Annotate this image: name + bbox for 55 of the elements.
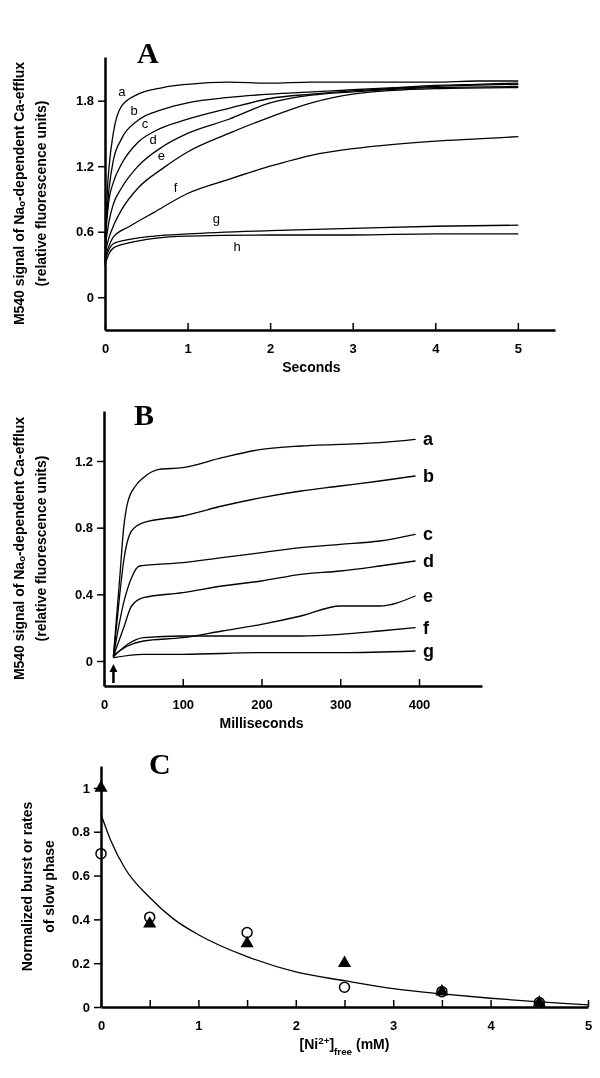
y-axis-title: M540 signal of Naₒ-dependent Ca-efflux (relative fluorescence units): [10, 61, 49, 326]
series-label: f: [423, 617, 431, 638]
series-label: a: [118, 84, 127, 100]
chart-title: C: [149, 747, 171, 780]
y-tick-label: 1.2: [75, 158, 94, 174]
x-axis-title: [Ni$^{2+}$]$_{free}$ (mM): [299, 1034, 390, 1057]
x-tick-label: 4: [487, 1018, 496, 1034]
x-tick-label: 1: [184, 341, 192, 357]
y-tick-label: 0: [82, 999, 90, 1015]
y-tick-label: 0.6: [75, 224, 94, 240]
y-tick-label: 0.4: [71, 912, 91, 928]
series-label: d: [149, 131, 157, 147]
y-axis-title: Normalized burst or rates of slow phase: [18, 801, 57, 972]
series-label: g: [212, 210, 221, 226]
x-axis-title: Seconds: [282, 359, 341, 375]
x-tick-label: 400: [408, 697, 431, 713]
x-tick-label: 0: [97, 1018, 106, 1034]
series-label: c: [423, 524, 434, 545]
y-tick-label: 1: [82, 780, 90, 796]
series-label: g: [423, 641, 435, 661]
x-tick-label: 2: [292, 1018, 300, 1034]
y-tick-label: 0: [85, 653, 93, 669]
series-label: e: [157, 148, 166, 164]
x-axis-title: Milliseconds: [219, 715, 304, 731]
series-label: h: [233, 239, 241, 255]
y-tick-label: 0.8: [74, 520, 93, 536]
y-tick-label: 1.8: [75, 93, 94, 109]
x-tick-label: 0: [100, 697, 109, 713]
x-tick-label: 3: [390, 1018, 398, 1034]
y-tick-label: 0.6: [71, 868, 90, 884]
series-label: b: [130, 102, 138, 118]
series-label: d: [423, 551, 435, 571]
x-tick-label: 200: [251, 697, 273, 713]
x-tick-label: 2: [267, 341, 275, 357]
series-label: a: [423, 429, 435, 450]
y-tick-label: 1.2: [74, 453, 93, 469]
x-tick-label: 0: [101, 341, 110, 357]
series-label: e: [423, 586, 434, 606]
chart-title: B: [134, 398, 155, 431]
x-tick-label: 300: [329, 697, 352, 713]
x-tick-label: 4: [432, 341, 441, 357]
x-tick-label: 5: [584, 1018, 593, 1034]
x-tick-label: 1: [195, 1018, 203, 1034]
y-tick-label: 0.2: [71, 955, 90, 971]
series-label: f: [173, 179, 178, 195]
series-label: b: [423, 466, 435, 486]
y-tick-label: 0.4: [74, 586, 94, 602]
y-tick-label: 0: [86, 289, 94, 305]
chart-title: A: [137, 36, 159, 69]
y-axis-title: M540 signal of Naₒ-dependent Ca-efflux (relative fluorescence units): [10, 416, 49, 681]
y-tick-label: 0.8: [71, 824, 90, 840]
x-tick-label: 5: [514, 341, 522, 357]
x-tick-label: 100: [172, 697, 195, 713]
x-tick-label: 3: [349, 341, 357, 357]
series-label: c: [141, 116, 149, 132]
